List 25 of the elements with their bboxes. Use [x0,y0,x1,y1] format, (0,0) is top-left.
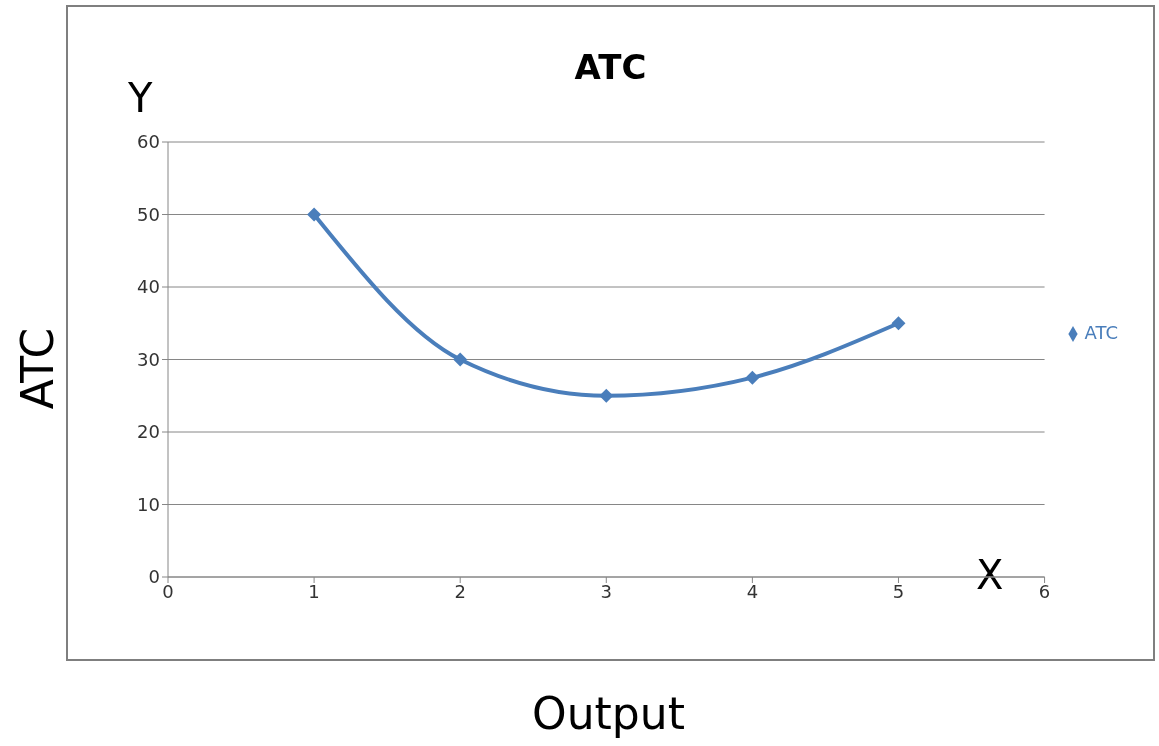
y-tick-label: 40 [137,276,160,298]
text: Y [128,75,153,121]
x-tick-label: 2 [454,580,466,602]
annotation: X [976,552,1004,598]
y-axis-title: ATC [12,327,64,409]
chart-title: ATC [574,47,647,87]
point [307,207,322,222]
y-tick-label: 50 [137,203,160,225]
x-tick-label: 4 [746,580,759,602]
y-tick-label: 0 [148,566,160,588]
point [745,370,760,385]
y-tick-label: 20 [137,421,160,443]
point [599,388,614,403]
y-tick-label: 10 [137,493,160,515]
point [891,316,906,331]
x-tick-label: 3 [600,580,613,602]
y-tick-label: 30 [137,348,160,370]
y-tick-label: 60 [137,131,160,153]
x-tick-label: 5 [892,580,905,602]
x-axis-title: Output [531,688,686,739]
x-tick-label: 1 [308,580,320,602]
legend-label: ATC [1084,321,1118,343]
x-tick-label: 0 [162,580,174,602]
x-tick-label: 6 [1038,580,1051,602]
point [453,352,468,367]
